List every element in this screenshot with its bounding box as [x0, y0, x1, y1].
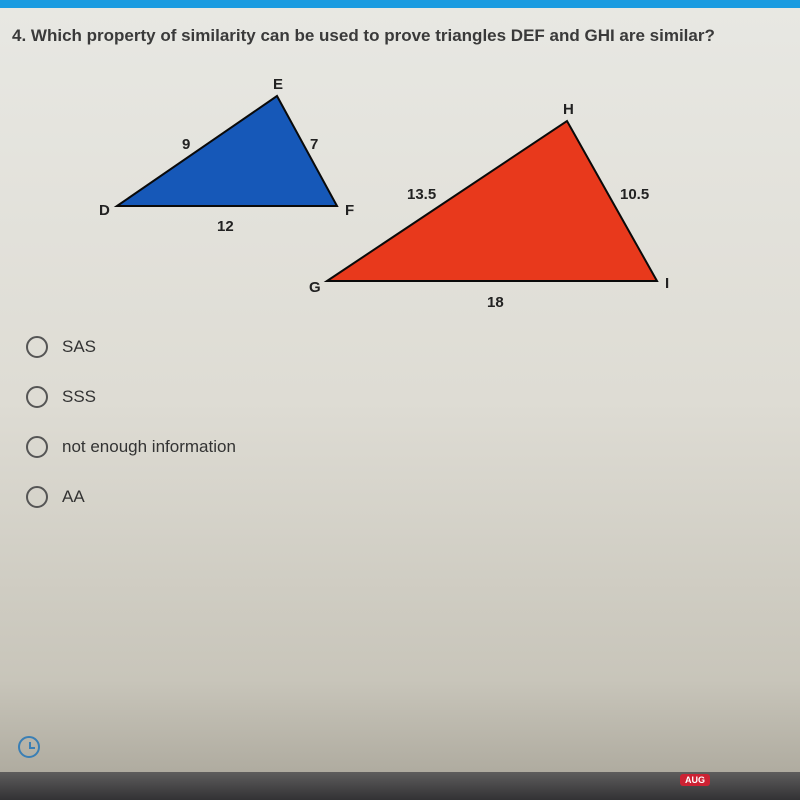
- option-sss[interactable]: SSS: [26, 386, 788, 408]
- question-prompt: Which property of similarity can be used…: [31, 26, 715, 45]
- answer-options: SAS SSS not enough information AA: [26, 336, 788, 508]
- option-label: SAS: [62, 337, 96, 357]
- radio-icon: [26, 386, 48, 408]
- side-label: 13.5: [407, 186, 436, 203]
- option-label: not enough information: [62, 437, 236, 457]
- radio-icon: [26, 486, 48, 508]
- side-label: 10.5: [620, 186, 649, 203]
- question-content: 4. Which property of similarity can be u…: [0, 8, 800, 554]
- radio-icon: [26, 436, 48, 458]
- vertex-label: I: [665, 275, 669, 292]
- question-text: 4. Which property of similarity can be u…: [12, 26, 788, 46]
- figure-area: DEF9712GHI13.510.518: [52, 76, 732, 296]
- vertex-label: E: [273, 76, 283, 93]
- side-label: 18: [487, 294, 504, 311]
- clock-icon[interactable]: [18, 736, 40, 758]
- triangle-def: [117, 96, 337, 206]
- vertex-label: H: [563, 101, 574, 118]
- option-label: SSS: [62, 387, 96, 407]
- side-label: 7: [310, 136, 318, 153]
- vertex-label: F: [345, 202, 354, 219]
- calendar-badge: AUG: [680, 774, 710, 786]
- side-label: 12: [217, 218, 234, 235]
- radio-icon: [26, 336, 48, 358]
- browser-top-bar: [0, 0, 800, 8]
- vertex-label: D: [99, 202, 110, 219]
- triangle-ghi: [327, 121, 657, 281]
- option-sas[interactable]: SAS: [26, 336, 788, 358]
- side-label: 9: [182, 136, 190, 153]
- option-aa[interactable]: AA: [26, 486, 788, 508]
- option-label: AA: [62, 487, 85, 507]
- question-number: 4.: [12, 26, 26, 45]
- option-not-enough[interactable]: not enough information: [26, 436, 788, 458]
- vertex-label: G: [309, 279, 321, 296]
- macos-dock[interactable]: AUG: [0, 772, 800, 800]
